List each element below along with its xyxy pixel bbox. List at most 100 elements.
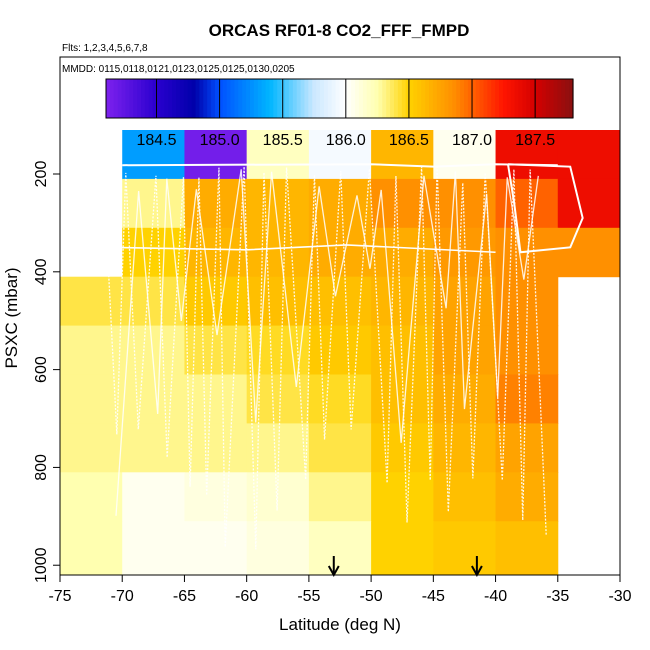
heatmap-cell (433, 423, 497, 473)
colorbar-segment (569, 79, 574, 118)
heatmap-cell (371, 472, 434, 522)
colorbar-segment (502, 79, 508, 118)
colorbar-segment (561, 79, 566, 118)
colorbar-segment (113, 79, 119, 118)
colorbar-segment (152, 79, 158, 118)
colorbar-segment (382, 79, 387, 118)
colorbar-segment (125, 79, 130, 118)
colorbar-segment (506, 79, 512, 118)
colorbar-frame (105, 78, 574, 119)
heatmap-cell (246, 178, 310, 229)
colorbar-segment (479, 79, 485, 118)
colorbar-segment (203, 79, 208, 118)
colorbar-segment (537, 79, 543, 118)
colorbar-segment (460, 79, 465, 118)
heatmap-cell (371, 130, 434, 180)
colorbar-segment (168, 79, 173, 118)
heatmap-cell (371, 178, 434, 229)
colorbar-tick-label: 185.5 (263, 132, 303, 149)
heatmap-cell (122, 472, 185, 522)
colorbar-segment (339, 79, 344, 118)
colorbar-segment (514, 79, 520, 118)
heatmap-cell (184, 472, 248, 522)
heatmap-cell (246, 130, 310, 180)
colorbar-segment (199, 79, 204, 118)
y-tick-label: 1000 (33, 547, 50, 583)
colorbar-segment (133, 79, 138, 118)
heatmap-cell (308, 423, 372, 473)
flight-track (115, 169, 539, 516)
colorbar-segment (218, 79, 224, 118)
colorbar-segment (351, 79, 356, 118)
heatmap-cell (433, 521, 497, 576)
colorbar-segment (362, 79, 368, 118)
colorbar-segment (510, 79, 516, 118)
colorbar-segment (429, 79, 434, 118)
colorbar-segment (413, 79, 418, 118)
heatmap-cell (184, 178, 248, 229)
flight-track (102, 165, 547, 550)
colorbar-segment (164, 79, 169, 118)
x-tick-label: -70 (111, 588, 134, 605)
y-tick-label: 800 (33, 454, 50, 481)
colorbar-segment (191, 79, 197, 118)
colorbar-segment (265, 79, 271, 118)
colorbar-segment (176, 79, 181, 118)
colorbar-segment (366, 79, 372, 118)
heatmap-cell (557, 178, 621, 229)
colorbar-segment (144, 79, 150, 118)
colorbar-segment (491, 79, 496, 118)
colorbar-segment (148, 79, 154, 118)
colorbar-segment (226, 79, 232, 118)
x-tick-label: -60 (235, 588, 258, 605)
colorbar-segment (499, 79, 504, 118)
x-tick-label: -65 (173, 588, 196, 605)
colorbar-segment (467, 79, 473, 118)
colorbar-segment (234, 79, 239, 118)
colorbar-segment (393, 79, 399, 118)
colorbar-segment (195, 79, 200, 118)
heatmap-cell (433, 325, 497, 376)
heatmap-cell (122, 374, 185, 424)
colorbar-segment (277, 79, 282, 118)
colorbar-segment (347, 79, 352, 118)
colorbar-segment (518, 79, 524, 118)
colorbar-segment (156, 79, 162, 118)
colorbar-segment (436, 79, 442, 118)
colorbar-segment (530, 79, 535, 118)
heatmap-cell (433, 472, 497, 522)
heatmap-cell (495, 472, 559, 522)
colorbar-segment (249, 79, 255, 118)
colorbar-segment (323, 79, 329, 118)
colorbar-tick-label: 184.5 (136, 132, 176, 149)
colorbar-segment (117, 79, 123, 118)
colorbar-tick-label: 187.5 (515, 132, 555, 149)
colorbar-segment (261, 79, 267, 118)
colorbar-segment (183, 79, 189, 118)
colorbar-segment (487, 79, 492, 118)
colorbar-segment (397, 79, 403, 118)
flights-label: Flts: 1,2,3,4,5,6,7,8 (62, 43, 148, 54)
heatmap-cell (495, 521, 559, 576)
colorbar-segment (401, 79, 407, 118)
colorbar-tick-label: 187.0 (452, 132, 492, 149)
x-tick-label: -35 (546, 588, 569, 605)
colorbar-segment (214, 79, 220, 118)
colorbar-segment (312, 79, 317, 118)
heatmap-cell (246, 227, 310, 278)
chart-title: ORCAS RF01-8 CO2_FFF_FMPD (209, 21, 470, 40)
colorbar-segment (440, 79, 446, 118)
colorbar-segment (292, 79, 298, 118)
colorbar-segment (526, 79, 531, 118)
y-axis-label: PSXC (mbar) (2, 267, 21, 368)
x-tick-label: -45 (422, 588, 445, 605)
colorbar-segment (327, 79, 333, 118)
colorbar-segment (179, 79, 185, 118)
colorbar-segment (448, 79, 453, 118)
flight-track (507, 163, 584, 254)
heatmap-cell (433, 130, 497, 180)
plot-frame (59, 56, 621, 576)
colorbar-segment (444, 79, 450, 118)
flight-track (109, 244, 496, 254)
heatmap-cell (122, 423, 185, 473)
